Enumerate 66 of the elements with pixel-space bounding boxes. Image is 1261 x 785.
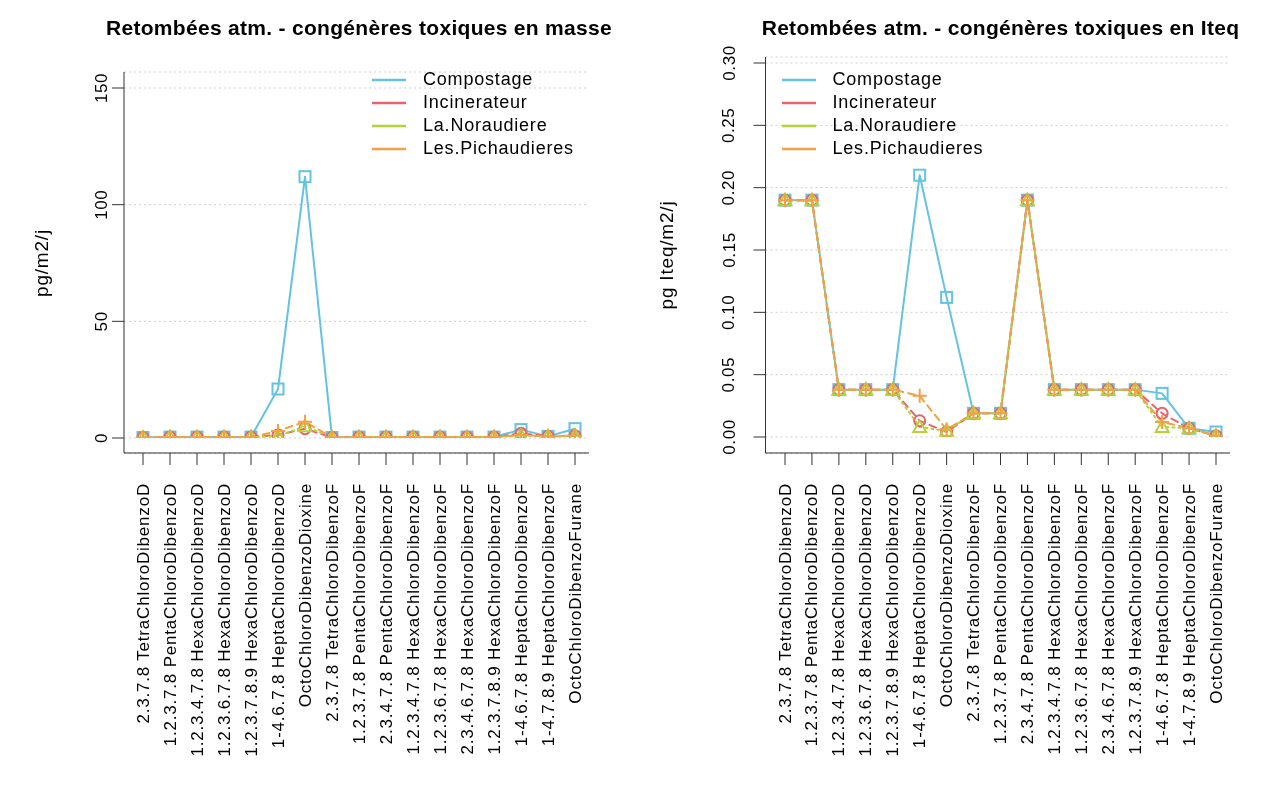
- point: [912, 419, 928, 434]
- y-tick-label: 0.10: [719, 294, 739, 331]
- x-tick-label: 2.3.7.8 TetraChloroDibenzoD: [775, 483, 795, 724]
- legend-label: Incinerateur: [423, 91, 528, 114]
- x-tick-label: 1-4.6.7.8 HeptaChloroDibenzoF: [1152, 483, 1172, 747]
- x-tick-label: 1.2.3.7.8 PentaChloroDibenzoD: [802, 483, 822, 747]
- x-tick-label: 2.3.4.6.7.8 HexaChloroDibenzoF: [457, 483, 477, 755]
- x-tick-label: 1-4.6.7.8 HeptaChloroDibenzoD: [910, 483, 930, 749]
- legend-label: Compostage: [423, 68, 534, 91]
- y-tick-label: 0.15: [719, 232, 739, 268]
- chart-title: Retombées atm. - congénères toxiques en Iteq: [761, 15, 1240, 41]
- x-tick-label: 1.2.3.4.7.8 HexaChloroDibenzoD: [187, 483, 207, 757]
- x-tick-label: 1.2.3.6.7.8 HexaChloroDibenzoD: [856, 483, 876, 757]
- legend-label: Compostage: [832, 68, 943, 91]
- x-tick-label: 1.2.3.7.8.9 HexaChloroDibenzoF: [484, 483, 504, 755]
- y-tick-label: 50: [92, 311, 111, 332]
- point: [1155, 386, 1169, 400]
- x-tick-label: 2.3.7.8 TetraChloroDibenzoF: [964, 483, 984, 722]
- legend-label: La.Noraudiere: [832, 114, 957, 137]
- x-tick-label: 1.2.3.4.7.8 HexaChloroDibenzoD: [829, 483, 849, 757]
- point: [1154, 414, 1171, 431]
- y-tick-label: 0: [92, 432, 111, 444]
- x-tick-label: 1.2.3.7.8 PentaChloroDibenzoF: [349, 483, 369, 745]
- y-tick-label: 100: [92, 189, 111, 220]
- x-tick-label: 1.2.3.6.7.8 HexaChloroDibenzoF: [430, 483, 450, 755]
- x-tick-label: OctoChloroDibenzoFurane: [565, 483, 585, 704]
- x-tick-label: 1.2.3.6.7.8 HexaChloroDibenzoD: [214, 483, 234, 757]
- point: [913, 414, 927, 428]
- x-tick-label: 1.2.3.7.8 PentaChloroDibenzoF: [991, 483, 1010, 745]
- point: [940, 290, 954, 304]
- x-tick-label: OctoChloroDibenzoDioxine: [295, 483, 315, 708]
- y-tick-label: 150: [92, 72, 111, 104]
- point: [913, 168, 927, 182]
- x-tick-label: 2.3.4.7.8 PentaChloroDibenzoF: [1017, 483, 1037, 745]
- y-axis-title: pg/m2/j: [31, 228, 53, 297]
- point: [911, 387, 928, 404]
- y-tick-label: 0.30: [719, 45, 739, 81]
- x-tick-label: 2.3.4.6.7.8 HexaChloroDibenzoF: [1098, 483, 1118, 755]
- x-tick-label: 1-4.7.8.9 HeptaChloroDibenzoF: [1179, 483, 1199, 747]
- legend-label: Les.Pichaudieres: [423, 137, 574, 160]
- y-tick-label: 0.05: [719, 356, 739, 393]
- x-tick-label: 1.2.3.7.8.9 HexaChloroDibenzoD: [241, 483, 261, 757]
- x-tick-label: 1-4.6.7.8 HeptaChloroDibenzoF: [511, 483, 531, 747]
- x-tick-label: 1.2.3.7.8 PentaChloroDibenzoD: [160, 483, 180, 747]
- x-tick-label: 1.2.3.6.7.8 HexaChloroDibenzoF: [1071, 483, 1091, 755]
- chart-title: Retombées atm. - congénères toxiques en masse: [105, 15, 613, 41]
- x-tick-label: OctoChloroDibenzoFurane: [1206, 483, 1226, 704]
- x-tick-label: 2.3.7.8 TetraChloroDibenzoD: [133, 483, 153, 724]
- legend-label: Les.Pichaudieres: [832, 137, 984, 160]
- x-tick-label: 2.3.4.7.8 PentaChloroDibenzoF: [376, 483, 396, 745]
- y-tick-label: 0.00: [719, 419, 739, 455]
- legend-label: La.Noraudiere: [423, 114, 548, 137]
- legend-label: Incinerateur: [832, 91, 938, 114]
- point: [1155, 406, 1169, 420]
- x-tick-label: 1.2.3.4.7.8 HexaChloroDibenzoF: [403, 483, 423, 755]
- point: [298, 170, 312, 184]
- x-tick-label: 1.2.3.4.7.8 HexaChloroDibenzoF: [1044, 483, 1064, 755]
- x-tick-label: 1-4.7.8.9 HeptaChloroDibenzoF: [538, 483, 558, 747]
- x-tick-label: 1.2.3.7.8.9 HexaChloroDibenzoD: [883, 483, 903, 757]
- x-tick-label: OctoChloroDibenzoDioxine: [937, 483, 957, 708]
- x-tick-label: 1.2.3.7.8.9 HexaChloroDibenzoF: [1125, 483, 1145, 755]
- y-tick-label: 0.25: [719, 107, 739, 144]
- y-axis-title: pg Iteq/m2/j: [656, 200, 678, 310]
- x-tick-label: 2.3.7.8 TetraChloroDibenzoF: [322, 483, 342, 722]
- x-tick-label: 1-4.6.7.8 HeptaChloroDibenzoD: [268, 483, 288, 749]
- y-tick-label: 0.20: [719, 169, 739, 206]
